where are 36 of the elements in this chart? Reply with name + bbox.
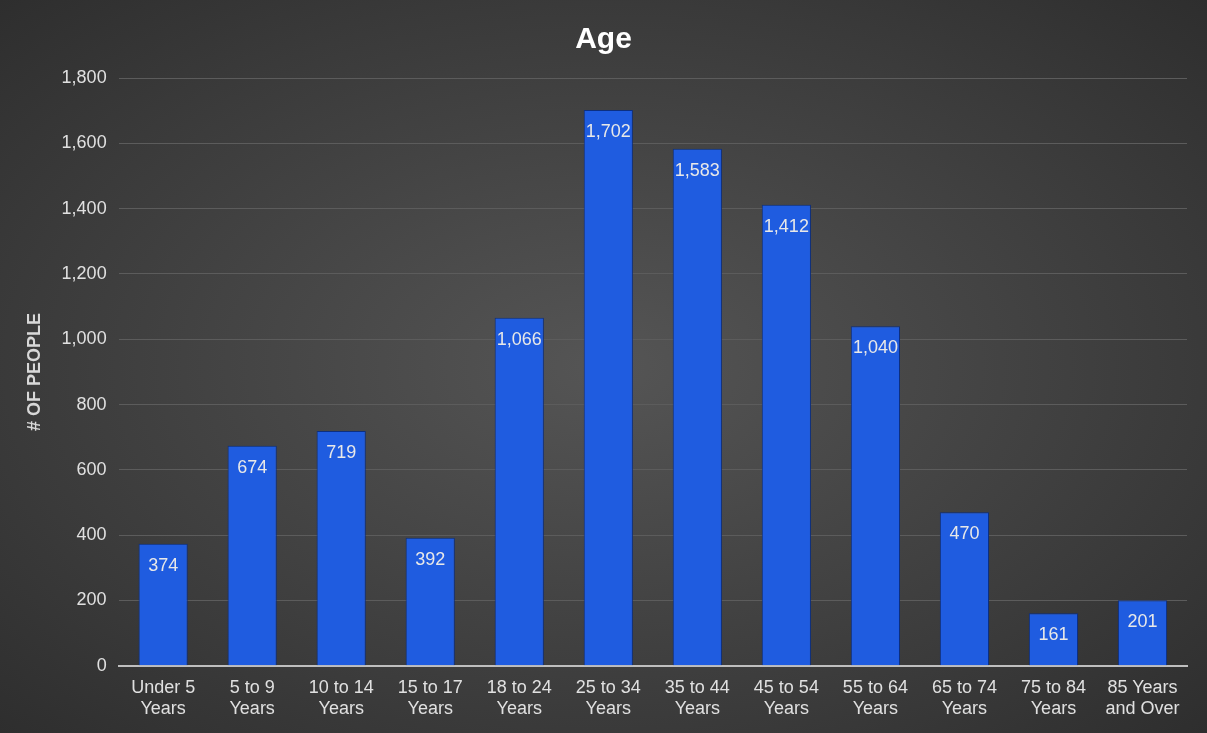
x-tick-label: 18 to 24 Years [486,676,552,719]
x-tick-label: 35 to 44 Years [664,676,730,719]
x-tick-label: 25 to 34 Years [575,676,641,719]
data-label: 1,066 [496,328,542,349]
data-label: 392 [415,548,446,569]
x-tick-label: Under 5 Years [131,676,196,719]
x-tick-label: 15 to 17 Years [397,676,463,719]
y-tick-label: 1,000 [61,328,107,349]
x-tick-label: 55 to 64 Years [842,676,908,719]
data-label: 1,040 [852,337,898,358]
x-tick-label: 65 to 74 Years [931,676,997,719]
data-label: 1,412 [763,215,809,236]
data-label: 470 [949,523,980,544]
data-label: 161 [1038,624,1069,645]
y-tick-label: 1,800 [61,66,107,87]
data-label: 1,583 [674,159,720,180]
y-tick-label: 800 [76,393,107,414]
data-label: 719 [326,441,357,462]
y-tick-label: 400 [76,524,107,545]
data-label: 674 [237,456,268,477]
y-tick-label: 1,200 [61,262,107,283]
y-axis-title: # OF PEOPLE [23,312,44,431]
x-tick-label: 10 to 14 Years [308,676,374,719]
y-tick-label: 1,600 [61,132,107,153]
y-tick-label: 600 [76,458,107,479]
x-tick-label: 75 to 84 Years [1020,676,1086,719]
chart-title: Age [575,21,632,55]
x-tick-label: 85 Years and Over [1105,676,1180,719]
x-tick-label: 5 to 9 Years [229,676,275,719]
data-label: 1,702 [585,120,631,141]
y-tick-label: 200 [76,589,107,610]
x-tick-label: 45 to 54 Years [753,676,819,719]
data-label: 374 [148,554,179,575]
data-label: 201 [1127,611,1158,632]
y-tick-label: 0 [96,654,107,675]
y-tick-label: 1,400 [61,197,107,218]
